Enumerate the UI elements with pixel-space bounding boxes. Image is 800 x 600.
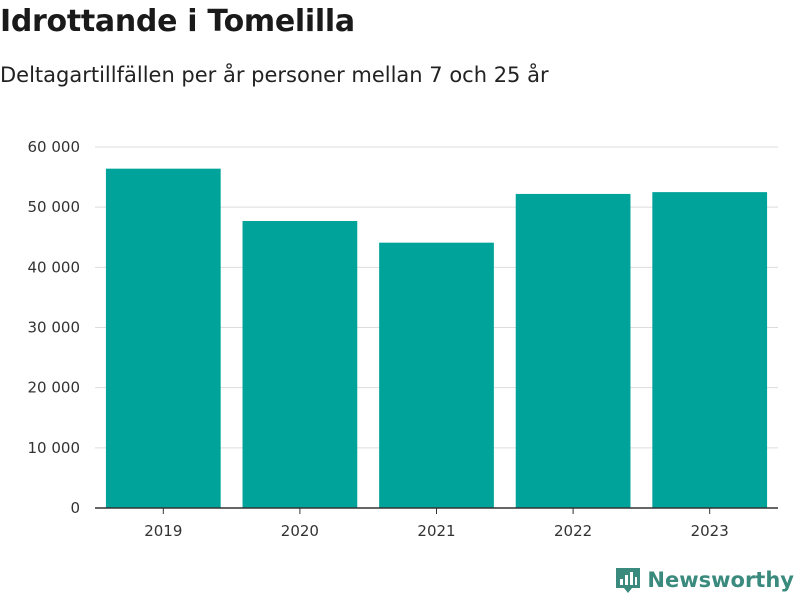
y-tick-label: 50 000 xyxy=(28,198,81,216)
bar-2020 xyxy=(242,221,358,508)
bars xyxy=(105,168,768,509)
x-tick-label: 2023 xyxy=(691,522,729,540)
bar-2023 xyxy=(652,192,768,508)
newsworthy-logo: Newsworthy xyxy=(615,566,794,594)
x-tick-label: 2021 xyxy=(417,522,455,540)
x-tick-label: 2022 xyxy=(554,522,592,540)
chart-title: Idrottande i Tomelilla xyxy=(0,4,355,39)
y-tick-label: 40 000 xyxy=(28,258,81,276)
y-axis-ticks: 0 10 000 20 000 30 000 40 000 50 000 60 000 xyxy=(28,138,81,517)
y-tick-label: 30 000 xyxy=(28,319,81,337)
chart-subtitle: Deltagartillfällen per år personer mella… xyxy=(0,63,549,87)
x-tick-label: 2020 xyxy=(281,522,319,540)
bar-2019 xyxy=(105,168,221,508)
y-tick-label: 10 000 xyxy=(28,439,81,457)
bar-2021 xyxy=(379,242,494,509)
brand-name: Newsworthy xyxy=(647,568,794,592)
x-tick-label: 2019 xyxy=(144,522,182,540)
newsworthy-logo-icon xyxy=(616,568,641,593)
y-tick-label: 20 000 xyxy=(28,379,81,397)
x-axis-ticks: 2019 2020 2021 2022 2023 xyxy=(144,508,729,540)
y-tick-label: 60 000 xyxy=(28,138,81,156)
y-tick-label: 0 xyxy=(70,499,80,517)
bar-2022 xyxy=(515,193,631,508)
